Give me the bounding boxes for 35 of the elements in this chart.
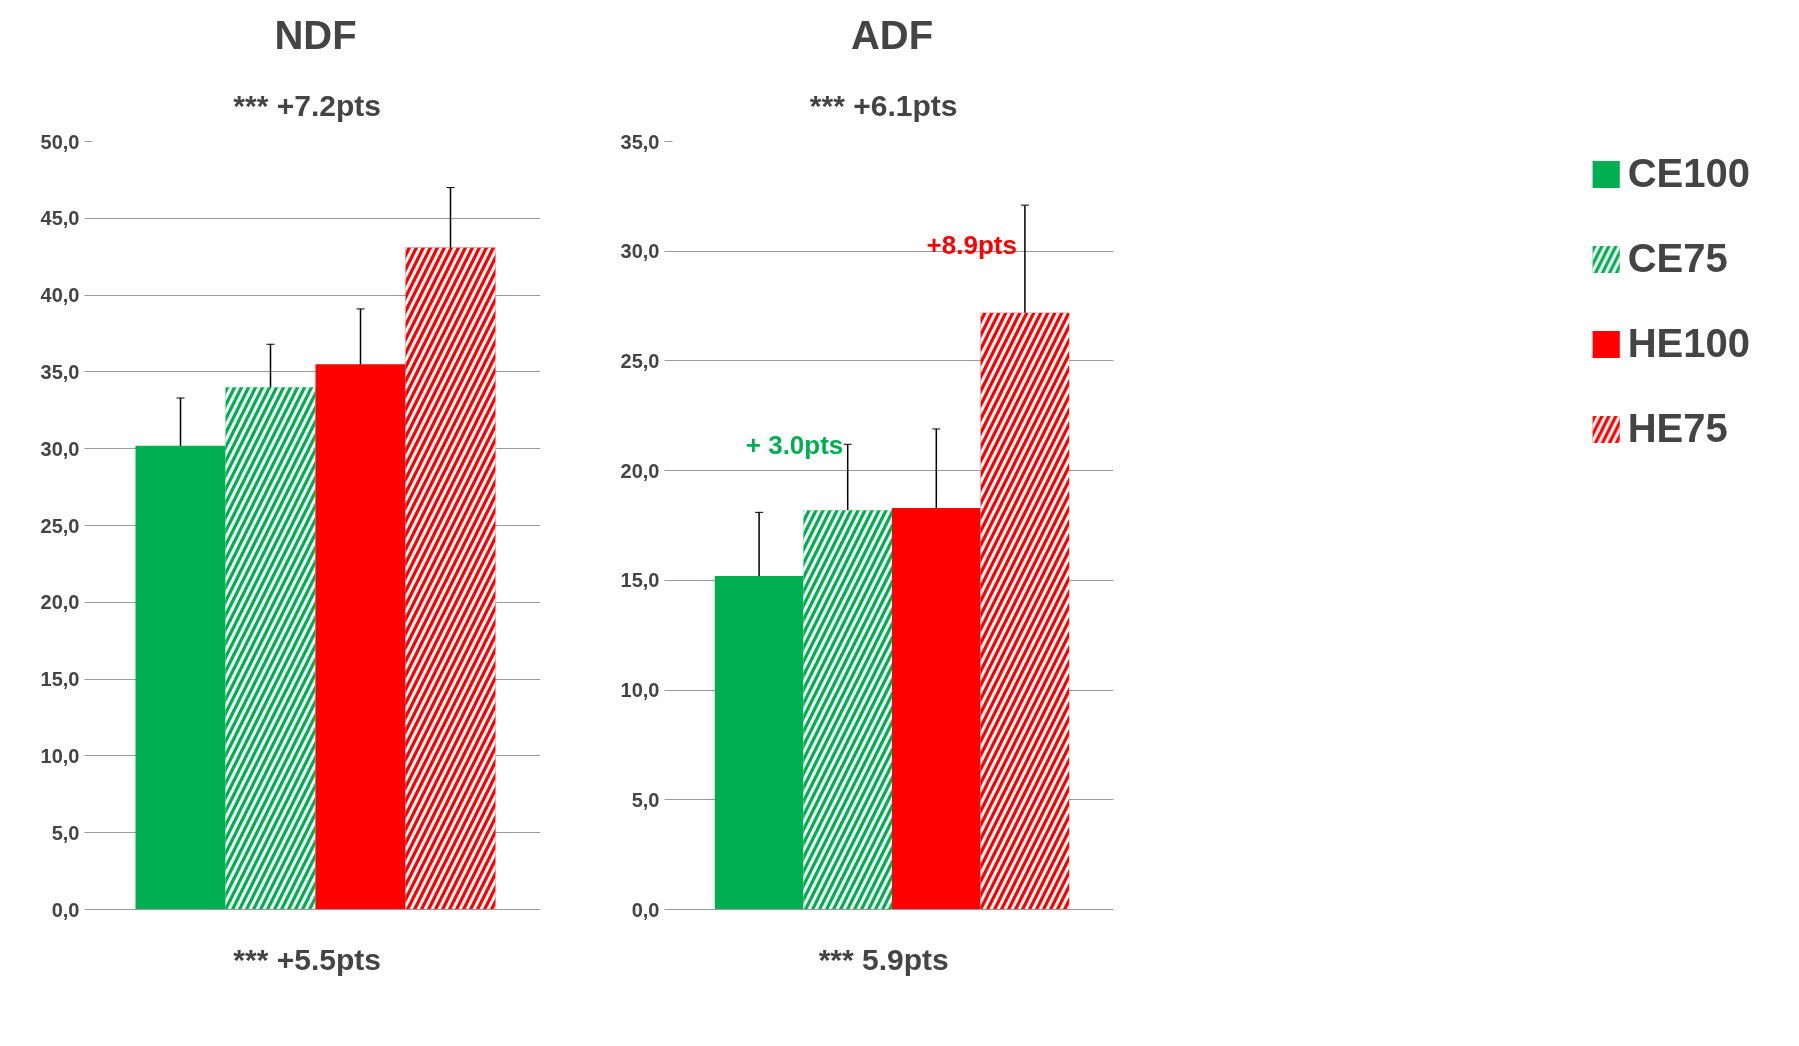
y-tick-label: 25,0 bbox=[620, 349, 660, 372]
y-tick-label: 5,0 bbox=[51, 821, 80, 844]
y-tick-label: 35,0 bbox=[620, 130, 660, 153]
annotation: +8.9pts bbox=[926, 229, 1017, 260]
y-tick-label: 30,0 bbox=[40, 437, 80, 460]
chart-title: NDF bbox=[274, 12, 357, 57]
text: *** 5.9pts bbox=[818, 942, 949, 976]
bar bbox=[892, 507, 981, 910]
y-tick-label: 50,0 bbox=[40, 130, 80, 153]
text: *** +6.1pts bbox=[809, 88, 958, 122]
text: *** +7.2pts bbox=[233, 88, 381, 122]
y-tick-label: 15,0 bbox=[620, 569, 660, 592]
annotation: + 3.0pts bbox=[745, 429, 844, 460]
y-tick-label: 10,0 bbox=[620, 679, 660, 702]
text: *** +5.5pts bbox=[233, 942, 381, 976]
legend-label: HE100 bbox=[1627, 321, 1750, 366]
chart-title: ADF bbox=[850, 12, 934, 57]
y-tick-label: 45,0 bbox=[40, 207, 80, 230]
bar bbox=[135, 445, 226, 910]
bar bbox=[315, 364, 406, 910]
y-tick-label: 20,0 bbox=[40, 591, 80, 614]
y-tick-label: 20,0 bbox=[620, 459, 660, 482]
y-tick-label: 30,0 bbox=[620, 240, 660, 263]
bar bbox=[714, 575, 804, 910]
legend-label: HE75 bbox=[1627, 406, 1728, 451]
y-tick-label: 35,0 bbox=[40, 360, 80, 383]
y-tick-label: 0,0 bbox=[51, 898, 80, 921]
y-tick-label: 15,0 bbox=[40, 668, 80, 691]
y-tick-label: 25,0 bbox=[40, 514, 80, 537]
legend-label: CE100 bbox=[1627, 151, 1750, 196]
y-tick-label: 10,0 bbox=[40, 744, 80, 767]
y-tick-label: 0,0 bbox=[631, 898, 660, 921]
legend-label: CE75 bbox=[1627, 236, 1728, 281]
y-tick-label: 5,0 bbox=[631, 788, 660, 811]
y-tick-label: 40,0 bbox=[40, 284, 80, 307]
